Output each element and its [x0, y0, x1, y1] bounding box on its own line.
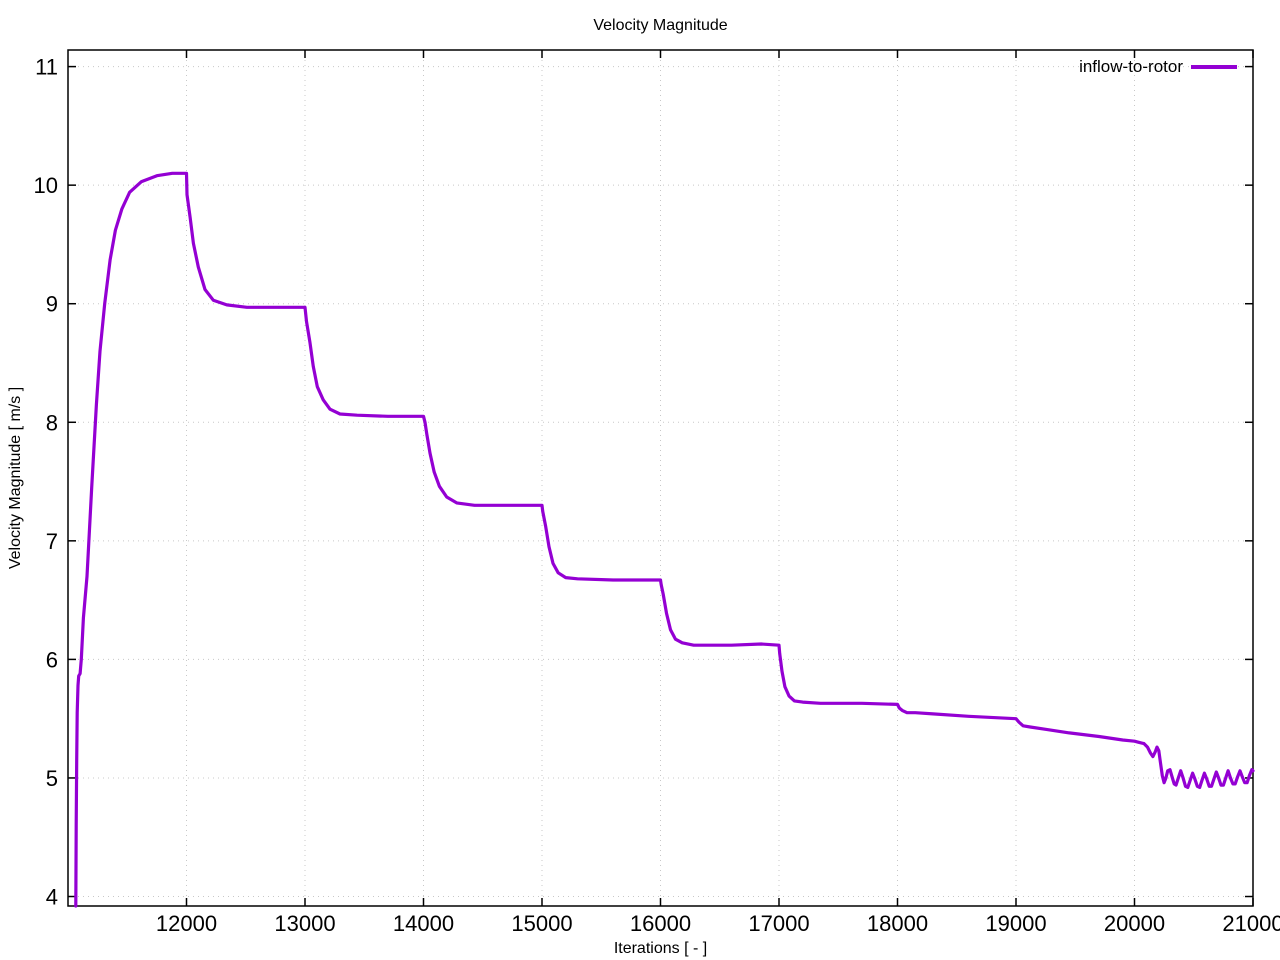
- x-tick-label: 12000: [156, 911, 217, 936]
- y-axis-label: Velocity Magnitude [ m/s ]: [7, 386, 24, 570]
- chart-title: Velocity Magnitude: [593, 17, 728, 34]
- plot-border: [67, 49, 1254, 907]
- legend-series-label: inflow-to-rotor: [1079, 57, 1183, 76]
- legend: inflow-to-rotor: [1000, 57, 1237, 77]
- x-tick-label: 16000: [630, 911, 691, 936]
- y-tick-label: 9: [46, 292, 58, 317]
- x-tick-label: 18000: [867, 911, 928, 936]
- y-tick-label: 11: [35, 55, 58, 80]
- y-tick-label: 6: [46, 647, 58, 672]
- x-axis-label: Iterations [ - ]: [613, 940, 708, 957]
- x-tick-label: 21000: [1222, 911, 1280, 936]
- x-tick-label: 20000: [1104, 911, 1165, 936]
- y-tick-label: 8: [46, 410, 58, 435]
- x-tick-label: 15000: [511, 911, 572, 936]
- x-tick-label: 17000: [748, 911, 809, 936]
- y-tick-label: 10: [34, 173, 58, 198]
- x-tick-label: 14000: [393, 911, 454, 936]
- legend-line-sample: [1191, 65, 1237, 69]
- y-tick-label: 5: [46, 766, 58, 791]
- x-tick-label: 19000: [985, 911, 1046, 936]
- y-tick-label: 4: [46, 885, 58, 910]
- x-tick-label: 13000: [274, 911, 335, 936]
- y-tick-label: 7: [46, 529, 58, 554]
- series-line-inflow-to-rotor: [74, 171, 1255, 908]
